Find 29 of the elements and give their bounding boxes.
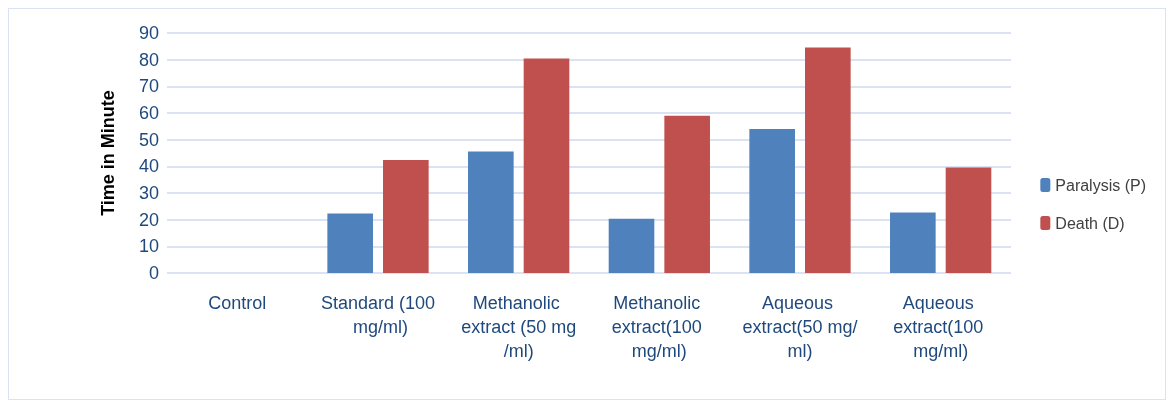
x-tick-label: Methanolic extract (50 mg/ml) — [461, 293, 577, 361]
bar — [945, 167, 992, 273]
legend-label: Paralysis (P) — [1055, 176, 1147, 194]
y-tick-label: 40 — [138, 156, 159, 177]
y-axis-title: Time in Minute — [98, 90, 118, 216]
bar — [890, 212, 936, 273]
bar — [749, 129, 795, 273]
bar — [608, 218, 655, 273]
bar — [327, 213, 373, 273]
y-tick-label: 50 — [138, 129, 159, 150]
legend-label: Death (D) — [1055, 214, 1125, 232]
y-tick-label: 80 — [138, 49, 159, 70]
y-tick-label: 30 — [138, 183, 159, 203]
y-tick-label: 70 — [138, 76, 159, 97]
y-tick-label: 20 — [138, 209, 159, 230]
bar — [383, 159, 429, 273]
bar — [523, 58, 570, 273]
bar — [468, 151, 514, 273]
x-tick-label: Aqueous extract(100 mg/ml) — [893, 293, 989, 361]
x-tick-label: Aqueous extract(50 mg/ml) — [742, 293, 858, 361]
y-tick-label: 90 — [138, 23, 159, 43]
bar — [664, 115, 710, 273]
y-tick-label: 0 — [148, 263, 159, 283]
x-tick-label: Standard (100 mg/ml) — [320, 293, 436, 337]
x-tick-label: Methanolic extract(100 mg/ml) — [611, 293, 707, 361]
y-tick-label: 60 — [138, 103, 159, 123]
y-tick-label: 10 — [138, 236, 159, 257]
bar — [805, 47, 851, 273]
x-tick-label: Control — [208, 293, 267, 313]
